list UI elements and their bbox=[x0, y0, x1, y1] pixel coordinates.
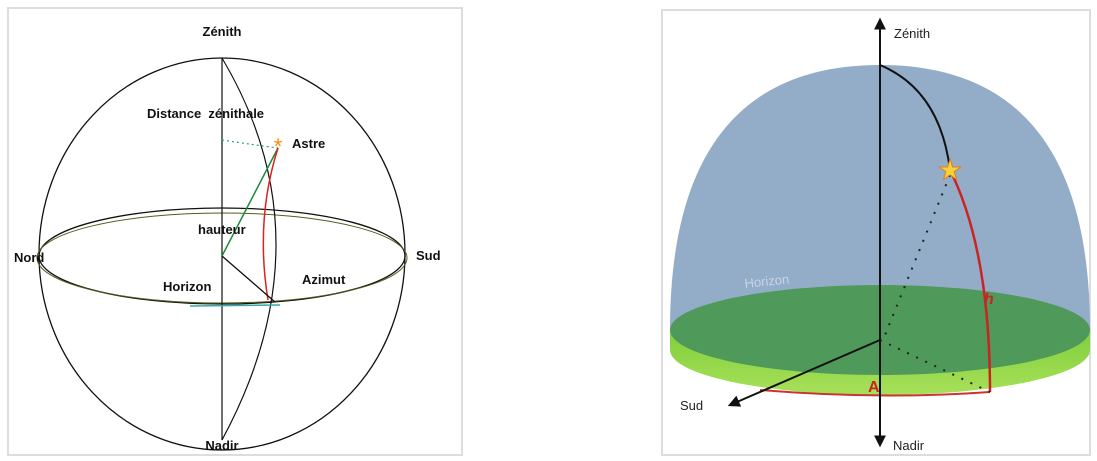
label: Azimut bbox=[302, 272, 346, 287]
altitude-arc bbox=[948, 169, 992, 393]
label: hauteur bbox=[198, 222, 246, 237]
star-icon: * bbox=[274, 134, 283, 159]
label: Zénith bbox=[894, 26, 930, 41]
zenith-arc bbox=[221, 139, 279, 149]
star-line bbox=[221, 147, 279, 257]
label: Sud bbox=[680, 398, 703, 413]
label: Sud bbox=[416, 248, 441, 263]
star-icon: ★ bbox=[937, 154, 962, 185]
azimuth-line bbox=[879, 339, 991, 393]
left-panel: * Zénith Distance zénithale Astre hauteu… bbox=[7, 7, 463, 456]
label: Horizon bbox=[744, 271, 790, 291]
azimuth-arc bbox=[759, 389, 991, 397]
label: Astre bbox=[292, 136, 325, 151]
meridian bbox=[879, 64, 951, 171]
label: Zénith bbox=[203, 24, 242, 39]
azimuth-line bbox=[221, 255, 276, 303]
label: h bbox=[984, 291, 994, 308]
label: Nadir bbox=[893, 438, 925, 453]
altitude-arc bbox=[262, 147, 279, 301]
right-panel: ★ Zénith Horizon h Sud A Nadir bbox=[661, 9, 1091, 456]
label: Nord bbox=[14, 250, 44, 265]
label: Nadir bbox=[205, 438, 238, 453]
label: Distance zénithale bbox=[147, 106, 264, 121]
label: Horizon bbox=[163, 279, 211, 294]
south-arrow bbox=[727, 339, 881, 407]
horizon-south bbox=[189, 304, 281, 307]
label: A bbox=[868, 379, 880, 396]
meridian bbox=[221, 57, 277, 441]
